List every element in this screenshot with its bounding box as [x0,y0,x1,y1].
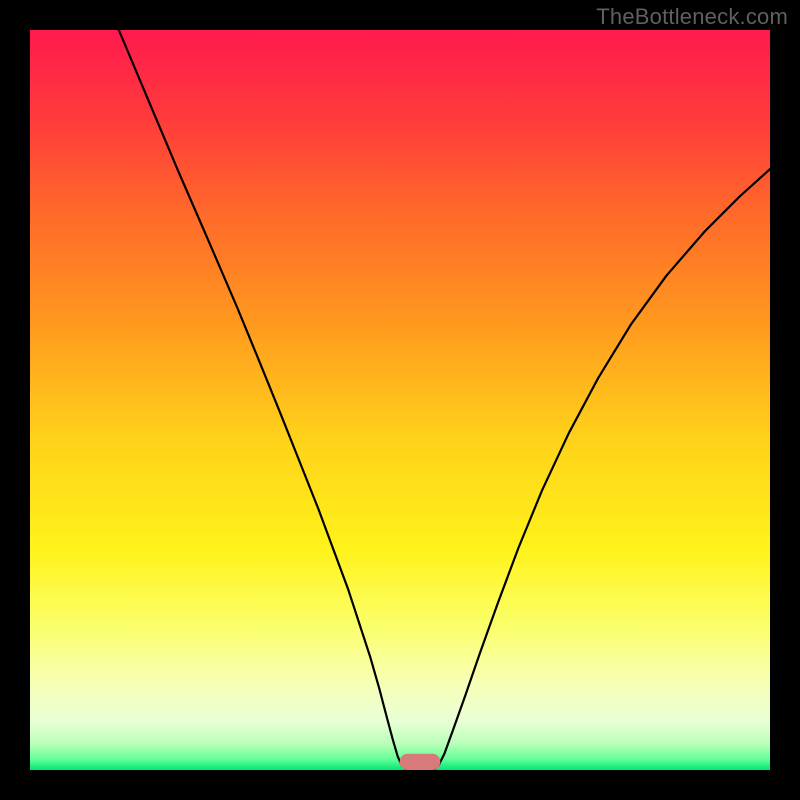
plot-area [30,30,770,770]
watermark-text: TheBottleneck.com [596,4,788,30]
bottleneck-chart [0,0,800,800]
optimal-marker [400,754,441,770]
chart-container: TheBottleneck.com [0,0,800,800]
